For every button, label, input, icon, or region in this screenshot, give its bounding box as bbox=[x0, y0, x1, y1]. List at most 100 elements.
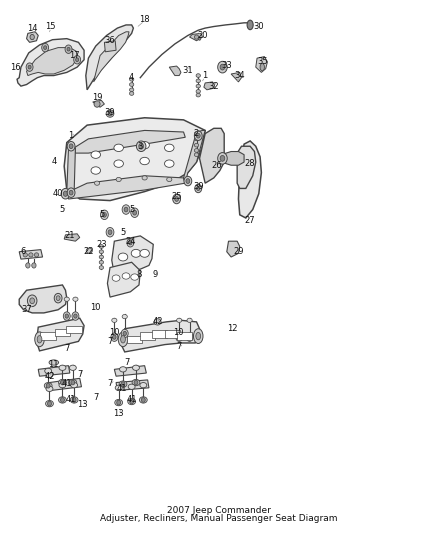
Ellipse shape bbox=[118, 253, 128, 261]
Text: 5: 5 bbox=[120, 228, 126, 237]
Text: 41: 41 bbox=[66, 395, 76, 404]
Text: 11: 11 bbox=[49, 360, 59, 369]
Polygon shape bbox=[74, 131, 185, 153]
Ellipse shape bbox=[71, 380, 75, 385]
Polygon shape bbox=[238, 141, 261, 218]
Text: 2: 2 bbox=[194, 129, 199, 138]
Ellipse shape bbox=[124, 207, 128, 212]
Ellipse shape bbox=[112, 318, 117, 322]
Ellipse shape bbox=[60, 398, 64, 402]
Polygon shape bbox=[184, 131, 205, 183]
Polygon shape bbox=[227, 241, 240, 257]
Ellipse shape bbox=[106, 228, 114, 237]
Text: 7: 7 bbox=[107, 379, 113, 388]
Ellipse shape bbox=[28, 65, 31, 69]
Text: 6: 6 bbox=[21, 247, 26, 256]
Ellipse shape bbox=[136, 141, 146, 151]
Ellipse shape bbox=[95, 181, 100, 185]
Polygon shape bbox=[27, 32, 38, 42]
Ellipse shape bbox=[140, 249, 149, 257]
Text: 37: 37 bbox=[21, 305, 32, 314]
Ellipse shape bbox=[196, 133, 200, 138]
Ellipse shape bbox=[154, 319, 161, 325]
Ellipse shape bbox=[218, 152, 227, 164]
Ellipse shape bbox=[177, 335, 181, 340]
Text: Adjuster, Recliners, Manual Passenger Seat Diagram: Adjuster, Recliners, Manual Passenger Se… bbox=[100, 514, 338, 523]
Text: 12: 12 bbox=[228, 324, 238, 333]
Text: 1: 1 bbox=[68, 131, 74, 140]
Text: 26: 26 bbox=[212, 161, 222, 169]
Text: 7: 7 bbox=[177, 342, 182, 351]
Polygon shape bbox=[67, 148, 75, 192]
Ellipse shape bbox=[196, 74, 201, 77]
Text: 10: 10 bbox=[173, 328, 183, 337]
Text: 42: 42 bbox=[152, 317, 163, 326]
Text: 7: 7 bbox=[125, 358, 130, 367]
Ellipse shape bbox=[114, 160, 124, 167]
Ellipse shape bbox=[44, 46, 47, 50]
Ellipse shape bbox=[65, 45, 72, 53]
Polygon shape bbox=[66, 326, 82, 334]
Ellipse shape bbox=[46, 400, 53, 407]
Text: 32: 32 bbox=[208, 82, 219, 91]
Ellipse shape bbox=[46, 383, 50, 388]
Text: 23: 23 bbox=[96, 240, 107, 249]
Ellipse shape bbox=[113, 335, 116, 340]
Ellipse shape bbox=[122, 314, 127, 319]
Polygon shape bbox=[55, 329, 70, 336]
Ellipse shape bbox=[69, 365, 76, 370]
Polygon shape bbox=[94, 32, 129, 82]
Text: 41: 41 bbox=[117, 384, 127, 393]
Ellipse shape bbox=[70, 397, 78, 403]
Text: 27: 27 bbox=[245, 215, 255, 224]
Ellipse shape bbox=[60, 380, 64, 385]
Text: 1: 1 bbox=[202, 71, 208, 80]
Text: 36: 36 bbox=[105, 36, 115, 45]
Ellipse shape bbox=[165, 144, 174, 151]
Ellipse shape bbox=[194, 153, 199, 157]
Ellipse shape bbox=[59, 365, 66, 370]
Ellipse shape bbox=[67, 47, 70, 51]
Ellipse shape bbox=[116, 177, 121, 182]
Ellipse shape bbox=[26, 63, 33, 71]
Text: 13: 13 bbox=[113, 409, 124, 418]
Ellipse shape bbox=[187, 318, 192, 322]
Polygon shape bbox=[231, 72, 241, 82]
Ellipse shape bbox=[102, 213, 106, 217]
Polygon shape bbox=[17, 39, 84, 86]
Ellipse shape bbox=[91, 167, 100, 174]
Text: 40: 40 bbox=[53, 189, 64, 198]
Ellipse shape bbox=[56, 296, 60, 301]
Ellipse shape bbox=[72, 312, 79, 320]
Ellipse shape bbox=[30, 298, 35, 304]
Text: 10: 10 bbox=[109, 328, 120, 337]
Ellipse shape bbox=[198, 37, 201, 40]
Polygon shape bbox=[127, 336, 142, 343]
Ellipse shape bbox=[131, 249, 141, 257]
Ellipse shape bbox=[67, 141, 75, 151]
Text: 13: 13 bbox=[78, 400, 88, 409]
Polygon shape bbox=[177, 333, 192, 340]
Ellipse shape bbox=[188, 335, 191, 340]
Polygon shape bbox=[256, 56, 268, 72]
Polygon shape bbox=[64, 234, 80, 241]
Ellipse shape bbox=[194, 35, 199, 39]
Ellipse shape bbox=[118, 332, 128, 346]
Ellipse shape bbox=[184, 176, 192, 186]
Ellipse shape bbox=[34, 253, 39, 257]
Text: 7: 7 bbox=[107, 337, 113, 346]
Polygon shape bbox=[27, 47, 77, 76]
Ellipse shape bbox=[130, 77, 134, 81]
Ellipse shape bbox=[195, 184, 202, 192]
Polygon shape bbox=[104, 41, 116, 52]
Text: 19: 19 bbox=[92, 93, 102, 102]
Ellipse shape bbox=[64, 312, 70, 320]
Ellipse shape bbox=[73, 297, 78, 301]
Ellipse shape bbox=[131, 274, 138, 280]
Ellipse shape bbox=[197, 187, 200, 191]
Ellipse shape bbox=[69, 190, 73, 195]
Text: 24: 24 bbox=[125, 237, 136, 246]
Ellipse shape bbox=[196, 93, 201, 97]
Polygon shape bbox=[116, 380, 149, 391]
Ellipse shape bbox=[108, 111, 112, 116]
